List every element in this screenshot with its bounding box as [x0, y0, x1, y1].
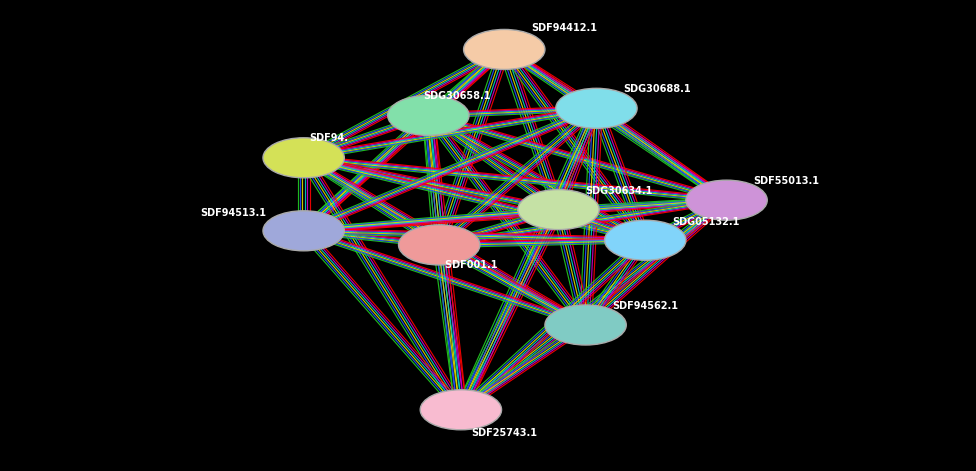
Text: SDF​​​001.1: SDF​​​001.1	[445, 260, 497, 270]
Text: SDF25743.1: SDF25743.1	[471, 428, 538, 439]
Ellipse shape	[464, 29, 545, 69]
Ellipse shape	[686, 180, 767, 220]
Text: SDG30688.1: SDG30688.1	[624, 83, 691, 94]
Text: SDF94412.1: SDF94412.1	[531, 23, 597, 33]
Ellipse shape	[545, 305, 627, 345]
Text: SDG30658.1: SDG30658.1	[423, 90, 490, 101]
Text: SDF94513.1: SDF94513.1	[201, 208, 266, 218]
Ellipse shape	[263, 211, 345, 251]
Ellipse shape	[518, 189, 599, 229]
Text: SDF55013.1: SDF55013.1	[753, 176, 820, 187]
Ellipse shape	[263, 138, 345, 178]
Text: SDG30634.1: SDG30634.1	[586, 186, 653, 196]
Text: SDF94.: SDF94.	[309, 133, 348, 143]
Ellipse shape	[555, 89, 637, 128]
Ellipse shape	[387, 95, 469, 136]
Text: SDG05132.1: SDG05132.1	[672, 217, 740, 227]
Ellipse shape	[398, 225, 480, 265]
Ellipse shape	[421, 390, 502, 430]
Ellipse shape	[604, 220, 686, 260]
Text: SDF94562.1: SDF94562.1	[613, 301, 678, 311]
